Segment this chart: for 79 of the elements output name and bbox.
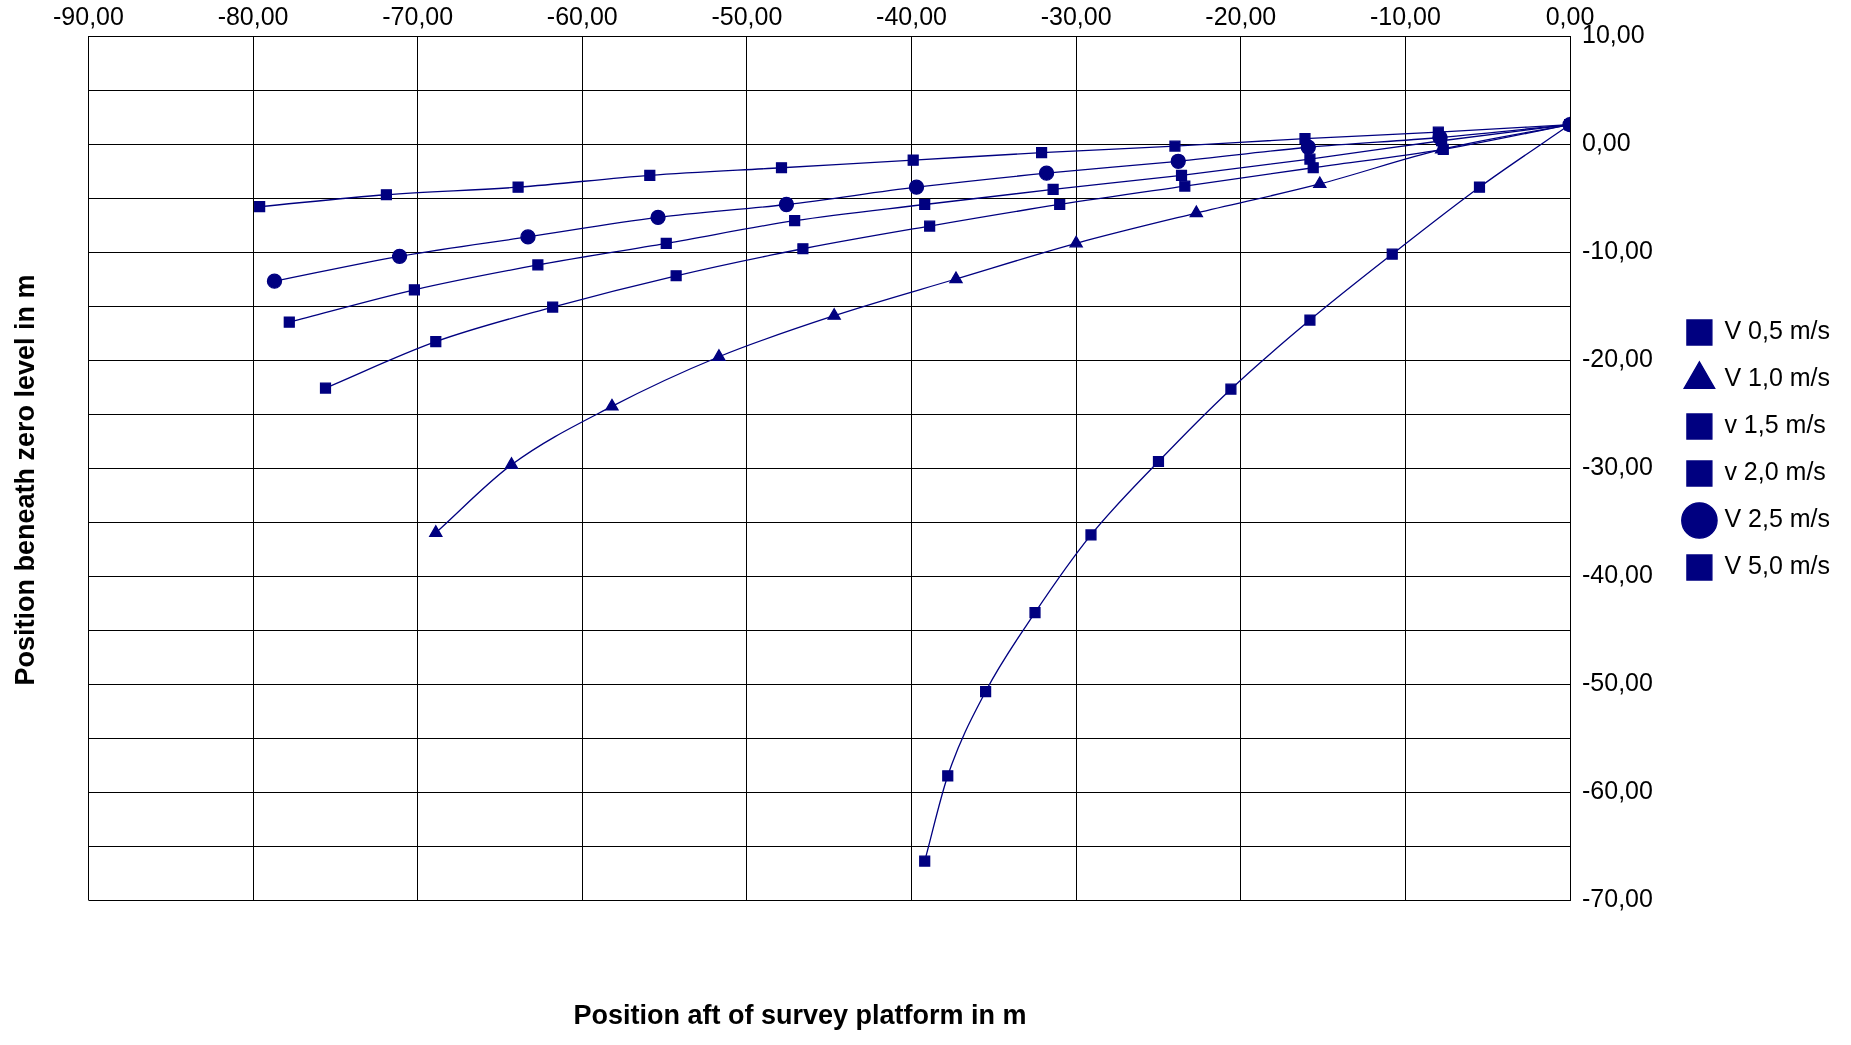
point: [1432, 126, 1444, 138]
y-tick-label: -60,00: [1582, 775, 1653, 804]
legend-label: v 1,5 m/s: [1724, 410, 1826, 439]
point: [924, 220, 936, 232]
point: [266, 273, 283, 289]
x-tick-label: -10,00: [1369, 1, 1441, 30]
point: [1038, 165, 1055, 181]
x-tick-label: -90,00: [53, 1, 124, 30]
point: [670, 270, 682, 282]
point: [1189, 205, 1204, 218]
point: [408, 284, 420, 296]
point: [660, 237, 672, 249]
legend-label: V 0,5 m/s: [1724, 316, 1830, 345]
legend-label: V 2,5 m/s: [1724, 504, 1830, 533]
point: [391, 248, 408, 264]
point: [319, 382, 332, 394]
point: [789, 215, 801, 227]
y-tick-label: -70,00: [1582, 883, 1653, 912]
point: [283, 316, 295, 328]
y-axis-title: Position beneath zero level in m: [10, 273, 41, 688]
point: [1047, 183, 1059, 195]
point: [980, 685, 992, 698]
point: [1085, 529, 1097, 541]
point: [650, 209, 666, 226]
point: [1473, 181, 1486, 193]
point: [1069, 235, 1083, 248]
point: [1225, 383, 1237, 395]
y-tick-label: -10,00: [1582, 235, 1653, 264]
point: [919, 198, 931, 211]
point: [1035, 147, 1048, 159]
x-tick-label: -40,00: [876, 1, 947, 30]
y-tick-label: -50,00: [1582, 667, 1653, 696]
point: [1299, 133, 1311, 145]
point: [1179, 180, 1191, 192]
point: [778, 196, 795, 213]
x-tick-label: -70,00: [382, 1, 454, 30]
point: [1029, 607, 1041, 619]
point: [1175, 169, 1188, 181]
point: [1169, 140, 1181, 152]
x-axis-title: Position aft of survey platform in m: [572, 1000, 1028, 1031]
x-tick-label: -50,00: [711, 1, 783, 30]
point: [504, 457, 519, 469]
point: [949, 271, 963, 284]
legend-label: V 5,0 m/s: [1724, 551, 1830, 580]
legend-label: V 1,0 m/s: [1724, 363, 1830, 392]
point: [827, 308, 841, 320]
point: [532, 259, 544, 271]
point: [712, 349, 726, 361]
x-tick-label: -80,00: [217, 1, 289, 30]
point: [1313, 176, 1327, 189]
x-tick-label: -60,00: [546, 1, 618, 30]
y-tick-label: -40,00: [1582, 559, 1653, 588]
x-tick-label: -30,00: [1040, 1, 1112, 30]
y-tick-label: -30,00: [1582, 451, 1653, 480]
point: [644, 169, 656, 181]
x-tick-label: -20,00: [1205, 1, 1277, 30]
point: [512, 181, 524, 193]
legend-label: v 2,0 m/s: [1724, 457, 1826, 486]
point: [907, 154, 919, 166]
y-tick-label: 0,00: [1582, 127, 1631, 156]
point: [1152, 455, 1165, 468]
point: [919, 855, 931, 867]
y-tick-label: -20,00: [1582, 343, 1653, 372]
point: [547, 301, 559, 313]
point: [430, 336, 442, 348]
point: [908, 179, 925, 195]
point: [1386, 248, 1398, 260]
point: [605, 398, 619, 411]
point: [1054, 198, 1066, 211]
point: [1304, 314, 1316, 326]
point: [380, 189, 393, 201]
point: [797, 243, 809, 255]
point: [254, 201, 266, 213]
point: [942, 770, 954, 782]
point: [429, 525, 443, 537]
point: [1304, 153, 1316, 165]
point: [520, 229, 536, 245]
point: [775, 162, 788, 174]
point: [1170, 153, 1186, 169]
